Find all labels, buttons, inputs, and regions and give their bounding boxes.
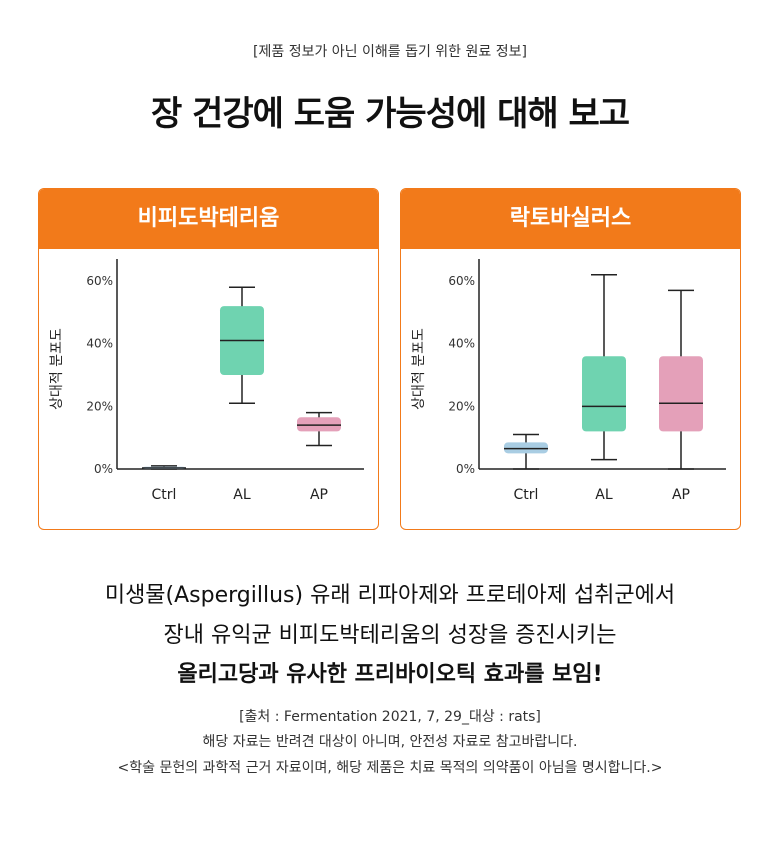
y-tick-label: 60% — [86, 274, 113, 288]
y-tick-label: 0% — [94, 462, 113, 476]
x-category-label: AL — [595, 487, 613, 503]
chart-panel-lactobacillus: 락토바실러스 0% 20% 40% 60% 상대적 분포도 Ctrl AL AP — [400, 188, 741, 530]
y-tick-label: 40% — [448, 337, 475, 351]
boxplot-chart-lactobacillus: 0% 20% 40% 60% 상대적 분포도 Ctrl AL AP — [411, 259, 726, 503]
chart-title: 락토바실러스 — [401, 189, 740, 249]
chart-panel-bifidobacterium: 비피도박테리움 0% 20% 40% 60% 상대적 분포도 Ctrl AL AP — [38, 188, 379, 530]
x-category-label: AL — [233, 487, 251, 503]
summary-line-2: 장내 유익균 비피도박테리움의 성장을 증진시키는 — [163, 623, 617, 648]
summary-line-3: 올리고당과 유사한 프리바이오틱 효과를 보임! — [177, 662, 603, 687]
box-ap — [659, 289, 703, 470]
box-ap — [297, 411, 341, 447]
boxplot-chart-bifidobacterium: 0% 20% 40% 60% 상대적 분포도 Ctrl AL AP — [49, 259, 364, 503]
box-al — [582, 273, 626, 461]
y-axis-label: 상대적 분포도 — [49, 328, 65, 410]
x-category-label: Ctrl — [514, 487, 539, 503]
y-tick-label: 60% — [448, 274, 475, 288]
page-headline: 장 건강에 도움 가능성에 대해 보고 — [150, 94, 630, 134]
summary-line-1: 미생물(Aspergillus) 유래 리파아제와 프로테아제 섭취군에서 — [104, 583, 676, 608]
y-tick-label: 20% — [86, 399, 113, 413]
x-category-label: AP — [310, 487, 328, 503]
note-line-1: 해당 자료는 반려견 대상이 아니며, 안전성 자료로 참고바랍니다. — [202, 734, 578, 750]
disclaimer-text: [제품 정보가 아닌 이해를 돕기 위한 원료 정보] — [253, 44, 527, 60]
note-line-2: <학술 문헌의 과학적 근거 자료이며, 해당 제품은 치료 목적의 의약품이 … — [117, 760, 663, 776]
x-category-label: Ctrl — [152, 487, 177, 503]
box-al — [220, 286, 264, 404]
source-citation: [출처 : Fermentation 2021, 7, 29_대상 : rats… — [239, 709, 541, 725]
y-tick-label: 20% — [448, 399, 475, 413]
y-tick-label: 0% — [456, 462, 475, 476]
box-ctrl — [142, 465, 186, 470]
box-ctrl — [504, 433, 548, 470]
box-iqr — [297, 417, 341, 432]
chart-title: 비피도박테리움 — [39, 189, 378, 249]
y-axis-label: 상대적 분포도 — [411, 328, 427, 410]
x-category-label: AP — [672, 487, 690, 503]
y-tick-label: 40% — [86, 337, 113, 351]
box-iqr — [659, 356, 703, 432]
box-iqr — [504, 442, 548, 454]
box-iqr — [582, 356, 626, 432]
